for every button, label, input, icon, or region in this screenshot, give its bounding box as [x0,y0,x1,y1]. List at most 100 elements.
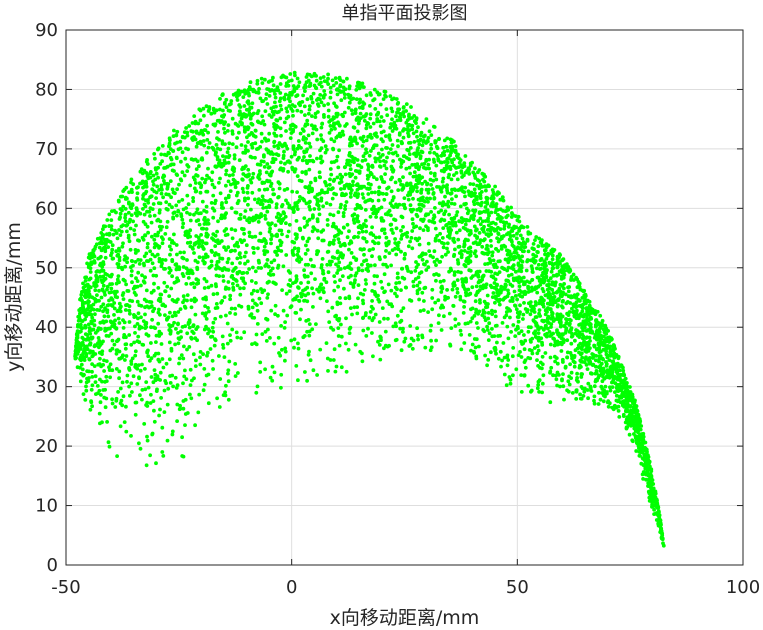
data-point [486,219,490,224]
data-point [485,243,489,248]
data-point [433,238,438,243]
data-point [610,405,615,410]
data-point [484,282,489,287]
data-point [189,129,194,134]
data-point [127,320,132,324]
data-point [272,341,277,346]
data-point [254,281,258,285]
data-point [408,140,413,145]
data-point [292,240,297,245]
data-point [441,145,446,150]
data-point [146,230,151,235]
data-point [502,285,507,290]
data-point [380,286,385,290]
data-point [416,333,420,338]
data-point [336,264,341,269]
data-point [220,114,224,118]
data-point [361,298,365,303]
data-point [161,365,166,370]
data-point [151,288,156,293]
data-point [403,285,408,290]
data-point [489,225,494,230]
data-point [120,244,125,249]
data-point [641,470,646,474]
data-point [117,258,122,263]
data-point [133,260,138,264]
data-point [174,172,179,177]
data-point [606,404,611,409]
data-point [206,372,211,377]
data-point [129,381,134,386]
data-point [332,274,337,278]
data-point [474,228,478,233]
data-point [110,346,115,351]
data-point [107,444,112,449]
data-point [149,325,153,330]
data-point [379,137,384,142]
data-point [589,389,594,393]
data-point [409,270,414,275]
data-point [96,362,101,367]
data-point [283,349,288,354]
data-point [275,85,280,90]
data-point [399,309,404,313]
data-point [178,250,183,255]
data-point [551,373,555,378]
data-point [364,123,369,127]
data-point [134,206,139,211]
data-point [612,345,616,350]
data-point [430,296,435,300]
data-point [457,228,462,233]
data-point [87,342,92,347]
data-point [405,230,410,235]
data-point [265,258,270,262]
data-point [344,316,348,321]
data-point [95,384,100,388]
data-point [501,341,506,345]
data-point [582,389,587,394]
data-point [88,350,92,355]
data-point [242,238,247,243]
data-point [578,396,583,401]
data-point [347,100,352,105]
data-point [249,312,254,316]
data-point [132,228,137,233]
data-point [262,244,267,249]
data-point [486,358,491,362]
data-point [647,459,652,464]
data-point [452,202,457,206]
data-point [259,301,264,306]
data-point [432,260,437,264]
data-point [453,223,458,228]
data-point [545,316,550,321]
data-point [475,183,479,188]
data-point [273,95,278,100]
data-point [491,275,496,280]
data-point [583,357,588,361]
data-point [140,273,144,278]
data-point [145,158,150,162]
data-point [90,369,94,374]
data-point [407,165,412,170]
data-point [195,267,200,272]
data-point [485,200,490,205]
data-point [362,288,367,292]
data-point [226,146,231,151]
data-point [193,336,198,341]
data-point [308,154,312,158]
data-point [207,329,212,333]
data-point [292,209,296,214]
data-point [146,176,151,181]
data-point [386,282,391,287]
data-point [158,370,163,375]
data-point [272,258,277,263]
data-point [267,279,271,284]
data-point [449,177,454,182]
data-point [261,119,266,123]
data-point [567,310,572,314]
data-point [521,312,526,317]
data-point [140,388,145,392]
data-point [384,241,388,246]
data-point [166,192,171,197]
data-point [264,249,268,254]
